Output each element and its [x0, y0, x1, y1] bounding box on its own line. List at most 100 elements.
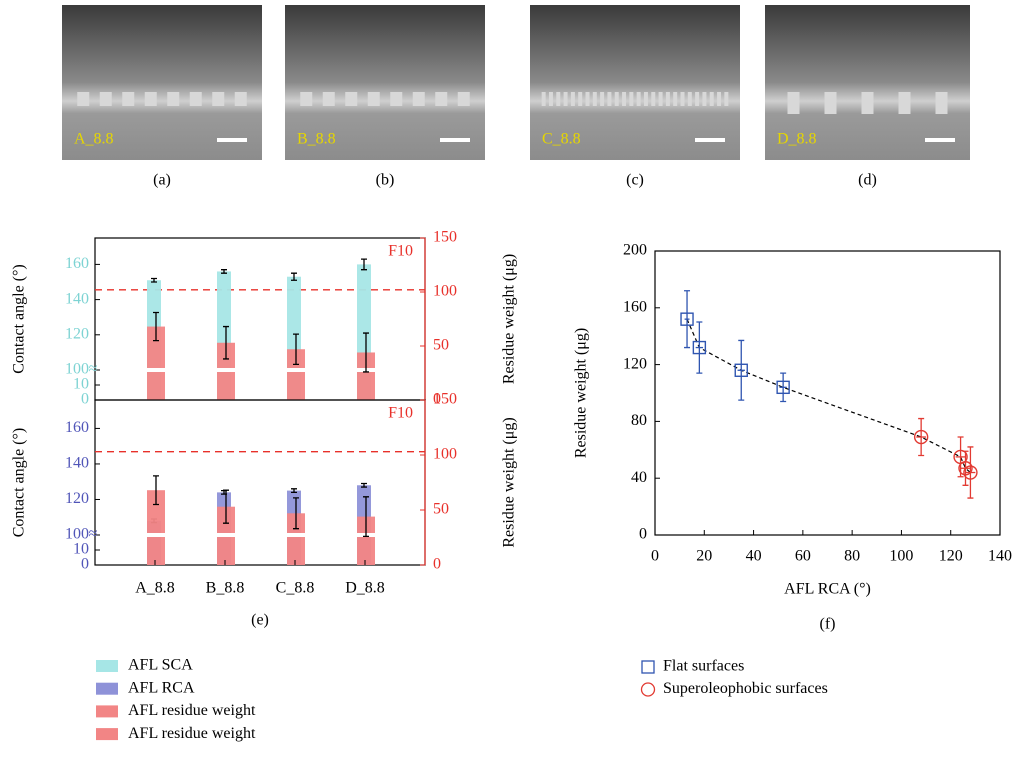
panel-caption: (e) [251, 612, 269, 629]
image-caption: (d) [858, 172, 877, 189]
axis-break: ≈ [89, 526, 98, 543]
legend-swatch [96, 660, 118, 672]
legend-label: AFL SCA [128, 657, 193, 674]
bar-break [287, 533, 305, 537]
error-bar [293, 333, 299, 366]
legend-label: AFL RCA [128, 679, 195, 696]
pillar [99, 92, 112, 106]
error-bar [221, 269, 227, 274]
pillar [651, 92, 656, 106]
bar [287, 513, 305, 565]
image-label: A_8.8 [74, 131, 114, 148]
image-label: B_8.8 [297, 131, 336, 148]
pillar [687, 92, 692, 106]
image-label: C_8.8 [542, 131, 581, 148]
error-bar [153, 475, 159, 506]
y2-axis-title: Residue weight (μg) [501, 417, 518, 547]
bar-break [217, 368, 235, 372]
legend-marker [641, 660, 655, 674]
image-caption: (c) [626, 172, 644, 189]
plot-frame [654, 250, 1001, 536]
pillar [724, 92, 729, 106]
y-axis-title: Residue weight (μg) [573, 328, 590, 458]
y-tick-label: 120 [623, 355, 647, 372]
pillar [234, 92, 247, 106]
y-tick-label: 140 [65, 290, 89, 307]
pillar [629, 92, 634, 106]
y-tick-label: 120 [65, 490, 89, 507]
point [958, 461, 973, 476]
pillar [935, 92, 948, 114]
error-bar [291, 488, 297, 494]
y2-axis-title: Residue weight (μg) [501, 254, 518, 384]
legend-swatch [96, 728, 118, 741]
error-bar [151, 277, 157, 283]
pillar [787, 92, 800, 114]
plot-frame [94, 237, 426, 401]
scale-bar [925, 138, 955, 142]
y-tick-label: 100 [65, 361, 89, 378]
pillar [709, 92, 714, 106]
pillar [600, 92, 605, 106]
x-tick-label: 0 [651, 548, 659, 565]
pillar [167, 92, 180, 106]
pillar [563, 92, 568, 106]
sem-image [62, 5, 262, 160]
pillar [643, 92, 648, 106]
x-axis-title: AFL RCA (°) [784, 581, 871, 598]
point [734, 363, 748, 377]
image-caption: (a) [153, 172, 171, 189]
pillar [77, 92, 90, 106]
x-tick-label: A_8.8 [135, 580, 175, 597]
pillar [541, 92, 546, 106]
y-tick-label: 120 [65, 325, 89, 342]
pillar [322, 92, 335, 106]
bar [357, 516, 375, 565]
pillar [695, 92, 700, 106]
x-tick-label: B_8.8 [206, 580, 245, 597]
pillar [122, 92, 135, 106]
scale-bar [217, 138, 247, 142]
point [913, 429, 929, 445]
y-tick-label: 0 [81, 391, 89, 408]
pillar [607, 92, 612, 106]
y-tick-label: 80 [631, 412, 647, 429]
x-tick-label: 60 [795, 548, 811, 565]
error-bar [223, 325, 229, 360]
x-tick-label: 120 [939, 548, 963, 565]
legend-swatch [96, 705, 118, 718]
point [963, 465, 978, 480]
sem-image [765, 5, 970, 160]
y-tick-label: 100 [65, 526, 89, 543]
bar-break [147, 533, 165, 537]
pillar [622, 92, 627, 106]
y-tick-label: 160 [65, 419, 89, 436]
pillar [300, 92, 313, 106]
y2-tick-label: 50 [433, 337, 449, 354]
sem-image [285, 5, 485, 160]
image-label: D_8.8 [777, 131, 817, 148]
legend-label: AFL residue weight [128, 725, 256, 742]
scale-bar [440, 138, 470, 142]
error-bar [361, 482, 367, 488]
pillar [673, 92, 678, 106]
pillar [665, 92, 670, 106]
pillar [636, 92, 641, 106]
bar-break [217, 533, 235, 537]
x-tick-label: 20 [696, 548, 712, 565]
pillar [898, 92, 911, 114]
pillar [212, 92, 225, 106]
error-bar [293, 497, 299, 530]
x-tick-label: D_8.8 [345, 580, 385, 597]
y-tick-label: 160 [623, 298, 647, 315]
pillar [570, 92, 575, 106]
pillar [702, 92, 707, 106]
y-tick-label: 160 [65, 255, 89, 272]
bar-break [147, 368, 165, 372]
x-tick-label: C_8.8 [276, 580, 315, 597]
x-tick-label: 140 [988, 548, 1012, 565]
pillar [556, 92, 561, 106]
pillar [144, 92, 157, 106]
y-axis-title: Contact angle (°) [11, 264, 28, 373]
pillar [435, 92, 448, 106]
